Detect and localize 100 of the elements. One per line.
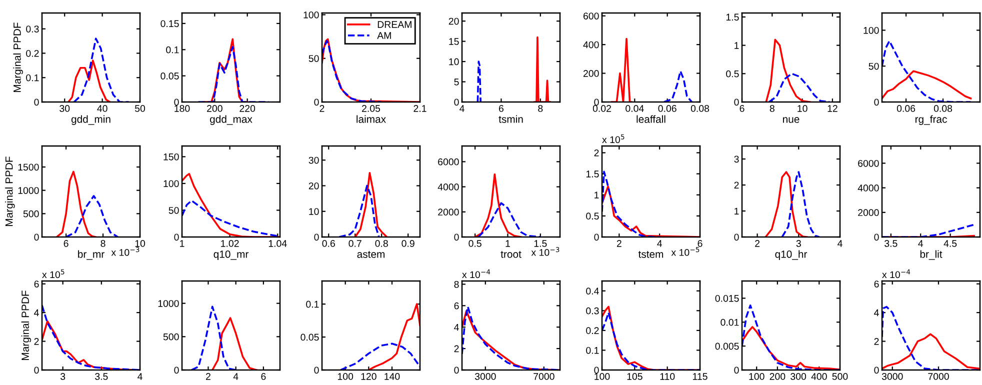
y-tick-label: 1 <box>734 208 739 215</box>
y-tick-label: 1500 <box>18 164 39 171</box>
x-tick-label: 0.6 <box>322 240 335 247</box>
y-tick-label: 2000 <box>858 209 879 216</box>
y-tick-label: 1.5 <box>726 14 739 21</box>
x-tick-label: 2.05 <box>362 105 380 112</box>
text: x 10$^{−3}$ <box>531 247 560 256</box>
y-tick-label: 4 <box>874 309 879 316</box>
y-tick-label: 15 <box>449 38 459 45</box>
x-tick-label: 8 <box>770 105 774 112</box>
y-tick-label: 0 <box>594 234 599 241</box>
x-tick-label: 0.8 <box>375 240 388 247</box>
x-axis-title: gdd_min <box>71 115 110 125</box>
y-tick-label: 6 <box>454 302 459 310</box>
x-tick-label: 2 <box>206 373 210 380</box>
x-tick-label: 40 <box>97 105 108 112</box>
y-tick-label: 5 <box>454 78 459 86</box>
text: x 10$^{−5}$ <box>671 247 700 256</box>
x-tick-label: 3000 <box>474 373 496 380</box>
y-tick-label: 0 <box>454 366 459 374</box>
x-tick-label: 10 <box>798 105 808 112</box>
x-tick-label: 0.5 <box>468 240 482 247</box>
text: x 10$^{−4}$ <box>462 269 490 278</box>
y-tick-label: 6000 <box>858 160 879 167</box>
y-tick-label: 10 <box>449 58 459 66</box>
x-tick-label: 6 <box>64 240 68 247</box>
line-series <box>73 38 130 102</box>
x-tick-label: 3 <box>60 373 66 380</box>
x-tick-label: 180 <box>174 105 190 112</box>
y-tick-label: 2000 <box>438 208 459 216</box>
x-tick-label: 0.08 <box>690 105 710 112</box>
x-tick-label: 1.02 <box>221 240 239 247</box>
x-tick-label: 7000 <box>928 373 949 380</box>
y-tick-label: 600 <box>583 12 599 20</box>
line-series <box>338 184 380 237</box>
y-tick-label: 4 <box>454 324 459 331</box>
y-tick-label: 1 <box>734 42 739 49</box>
y-tick-label: 2 <box>34 338 39 345</box>
x-tick-label: 0.06 <box>658 105 676 112</box>
x-axis-title: gdd_max <box>210 115 252 125</box>
y-tick-label: 0 <box>454 234 459 241</box>
y-tick-label: 50 <box>168 206 179 214</box>
x-tick-label: 3 <box>796 240 801 247</box>
y-tick-label: 4 <box>34 309 39 316</box>
x-tick-label: 100 <box>749 373 764 380</box>
text: x 10$^{−3}$ <box>111 247 140 256</box>
x-axis-title: nue <box>783 117 800 123</box>
x-tick-label: 0.9 <box>402 240 414 247</box>
y-tick-label: 0 <box>874 234 879 241</box>
y-tick-label: 10 <box>309 208 319 215</box>
y-tick-label: 50 <box>868 62 879 70</box>
x-tick-label: 4.5 <box>944 240 957 247</box>
line-series <box>65 195 119 237</box>
y-tick-label: 0 <box>34 98 39 106</box>
y-tick-label: 0 <box>314 234 319 241</box>
x-tick-label: 0.7 <box>348 240 362 247</box>
y-axis-title: Marginal PPDF <box>21 290 32 360</box>
y-tick-label: 1000 <box>158 300 179 307</box>
line-series <box>67 60 111 102</box>
x-tick-label: 7000 <box>534 373 554 380</box>
x-tick-label: 4 <box>460 105 464 112</box>
line-series <box>190 306 237 370</box>
x-tick-label: 4 <box>918 240 924 247</box>
y-axis-title: Marginal PPDF <box>5 156 15 226</box>
x-axis-title: astem <box>357 251 384 258</box>
y-tick-label: 0.3 <box>26 26 39 32</box>
y-tick-label: 0 <box>594 366 599 374</box>
x-tick-label: 2 <box>616 240 622 247</box>
line-series <box>663 70 693 102</box>
y-tick-label: 0 <box>314 98 319 106</box>
y-tick-label: 0 <box>34 234 39 241</box>
y-tick-label: 0.5 <box>726 70 739 78</box>
legend-label: DREAM <box>378 21 412 28</box>
line-series <box>368 303 420 370</box>
x-axis-title: br_lit <box>920 250 942 260</box>
y-tick-label: 20 <box>308 182 319 190</box>
y-tick-label: 0 <box>174 234 179 241</box>
text: x 10$^{5}$ <box>602 134 624 144</box>
x-tick-label: 8 <box>100 240 106 247</box>
x-axis-title: q10_mr <box>214 250 248 260</box>
legend-label: AM <box>377 32 391 39</box>
y-tick-label: 0.01 <box>720 318 739 326</box>
y-tick-label: 1000 <box>18 187 39 194</box>
x-tick-label: 10 <box>135 240 146 247</box>
y-axis-title: Marginal PPDF <box>13 22 23 92</box>
y-tick-label: 0 <box>594 98 599 106</box>
y-tick-label: 1.5 <box>586 170 599 178</box>
x-tick-label: 6 <box>698 240 702 247</box>
x-tick-label: 220 <box>240 105 256 112</box>
y-tick-label: 3 <box>734 156 739 163</box>
y-tick-label: 100 <box>304 11 319 18</box>
x-tick-label: 8 <box>538 105 543 112</box>
y-tick-label: 0 <box>874 98 879 106</box>
y-tick-label: 2 <box>734 182 739 189</box>
x-tick-label: 2 <box>320 105 324 112</box>
x-tick-label: 0.08 <box>934 105 952 112</box>
x-tick-label: 1.04 <box>268 240 287 247</box>
line-series <box>781 171 820 237</box>
x-tick-label: 2 <box>755 240 760 247</box>
y-tick-label: 0 <box>174 98 179 106</box>
